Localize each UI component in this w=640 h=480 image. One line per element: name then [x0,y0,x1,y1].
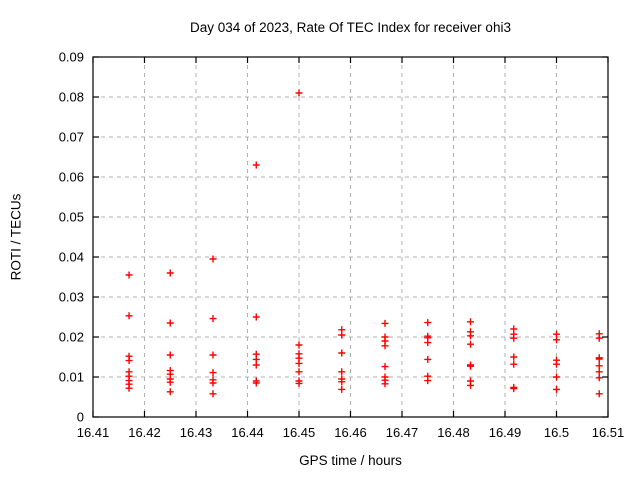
data-point [166,269,174,277]
data-point [424,339,432,347]
data-point [595,368,603,376]
data-point [466,381,474,389]
x-tick-label: 16.41 [77,425,110,440]
x-tick-label: 16.49 [489,425,522,440]
data-point [125,357,133,365]
data-point [209,255,217,263]
data-point [209,315,217,323]
data-point [209,369,217,377]
data-point [424,355,432,363]
data-point [209,379,217,387]
data-point [338,378,346,386]
chart-title: Day 034 of 2023, Rate Of TEC Index for r… [190,20,511,35]
x-tick-label: 16.43 [180,425,213,440]
data-point [595,355,603,363]
data-point [295,359,303,367]
y-tick-label: 0.01 [59,370,84,385]
y-tick-label: 0.07 [59,130,84,145]
x-tick-label: 16.47 [386,425,419,440]
x-tick-label: 16.51 [592,425,625,440]
x-tick-label: 16.44 [231,425,264,440]
data-point [595,334,603,342]
data-point [510,360,518,368]
x-tick-label: 16.5 [544,425,569,440]
data-point [553,373,560,381]
data-point [338,385,346,393]
data-point [466,362,474,370]
data-point [338,368,346,376]
data-point [553,385,560,393]
data-point [166,351,174,359]
x-tick-labels: 16.41 16.42 16.43 16.44 16.45 16.46 16.47 16.48… [77,425,625,440]
data-point [295,379,303,387]
y-tick-label: 0.06 [59,170,84,185]
data-point [295,368,303,376]
data-point [510,334,518,342]
data-point [595,374,603,382]
data-point [466,332,474,340]
data-point [510,385,518,393]
x-tick-label: 16.46 [334,425,367,440]
data-point [252,379,260,387]
data-point [466,340,474,348]
y-tick-label: 0.05 [59,210,84,225]
data-point [125,384,133,392]
data-point [595,362,603,370]
data-points [125,89,603,398]
data-point [466,318,474,326]
data-point [252,161,260,169]
data-point [381,363,389,371]
y-axis-label: ROTI / TECUs [8,193,24,281]
x-axis-label: GPS time / hours [299,453,402,468]
data-point [252,361,260,369]
y-tick-label: 0.02 [59,330,84,345]
data-point [252,313,260,321]
grid-lines [93,57,608,417]
data-point [166,388,174,396]
y-tick-label: 0 [77,410,84,425]
data-point [209,390,217,398]
data-point [166,319,174,327]
data-point [338,349,346,357]
data-point [209,351,217,359]
y-tick-label: 0.08 [59,90,84,105]
data-point [295,341,303,349]
y-tick-label: 0.03 [59,290,84,305]
data-point [125,271,133,279]
x-tick-label: 16.42 [128,425,161,440]
data-point [424,377,432,385]
y-tick-label: 0.04 [59,250,84,265]
data-point [595,390,603,398]
x-tick-label: 16.45 [283,425,316,440]
data-point [338,331,346,339]
data-point [381,380,389,388]
data-point [381,342,389,350]
data-point [510,353,518,361]
data-point [553,336,560,344]
data-point [424,319,432,327]
data-point [553,360,560,368]
y-tick-label: 0.09 [59,50,84,65]
data-point [295,89,303,97]
y-tick-labels: 0 0.01 0.02 0.03 0.04 0.05 0.06 0.07 0.08 0.09 [59,50,84,425]
data-point [125,312,133,320]
x-tick-label: 16.48 [437,425,470,440]
data-point [166,378,174,386]
data-point [381,319,389,327]
axis-ticks [92,56,609,418]
